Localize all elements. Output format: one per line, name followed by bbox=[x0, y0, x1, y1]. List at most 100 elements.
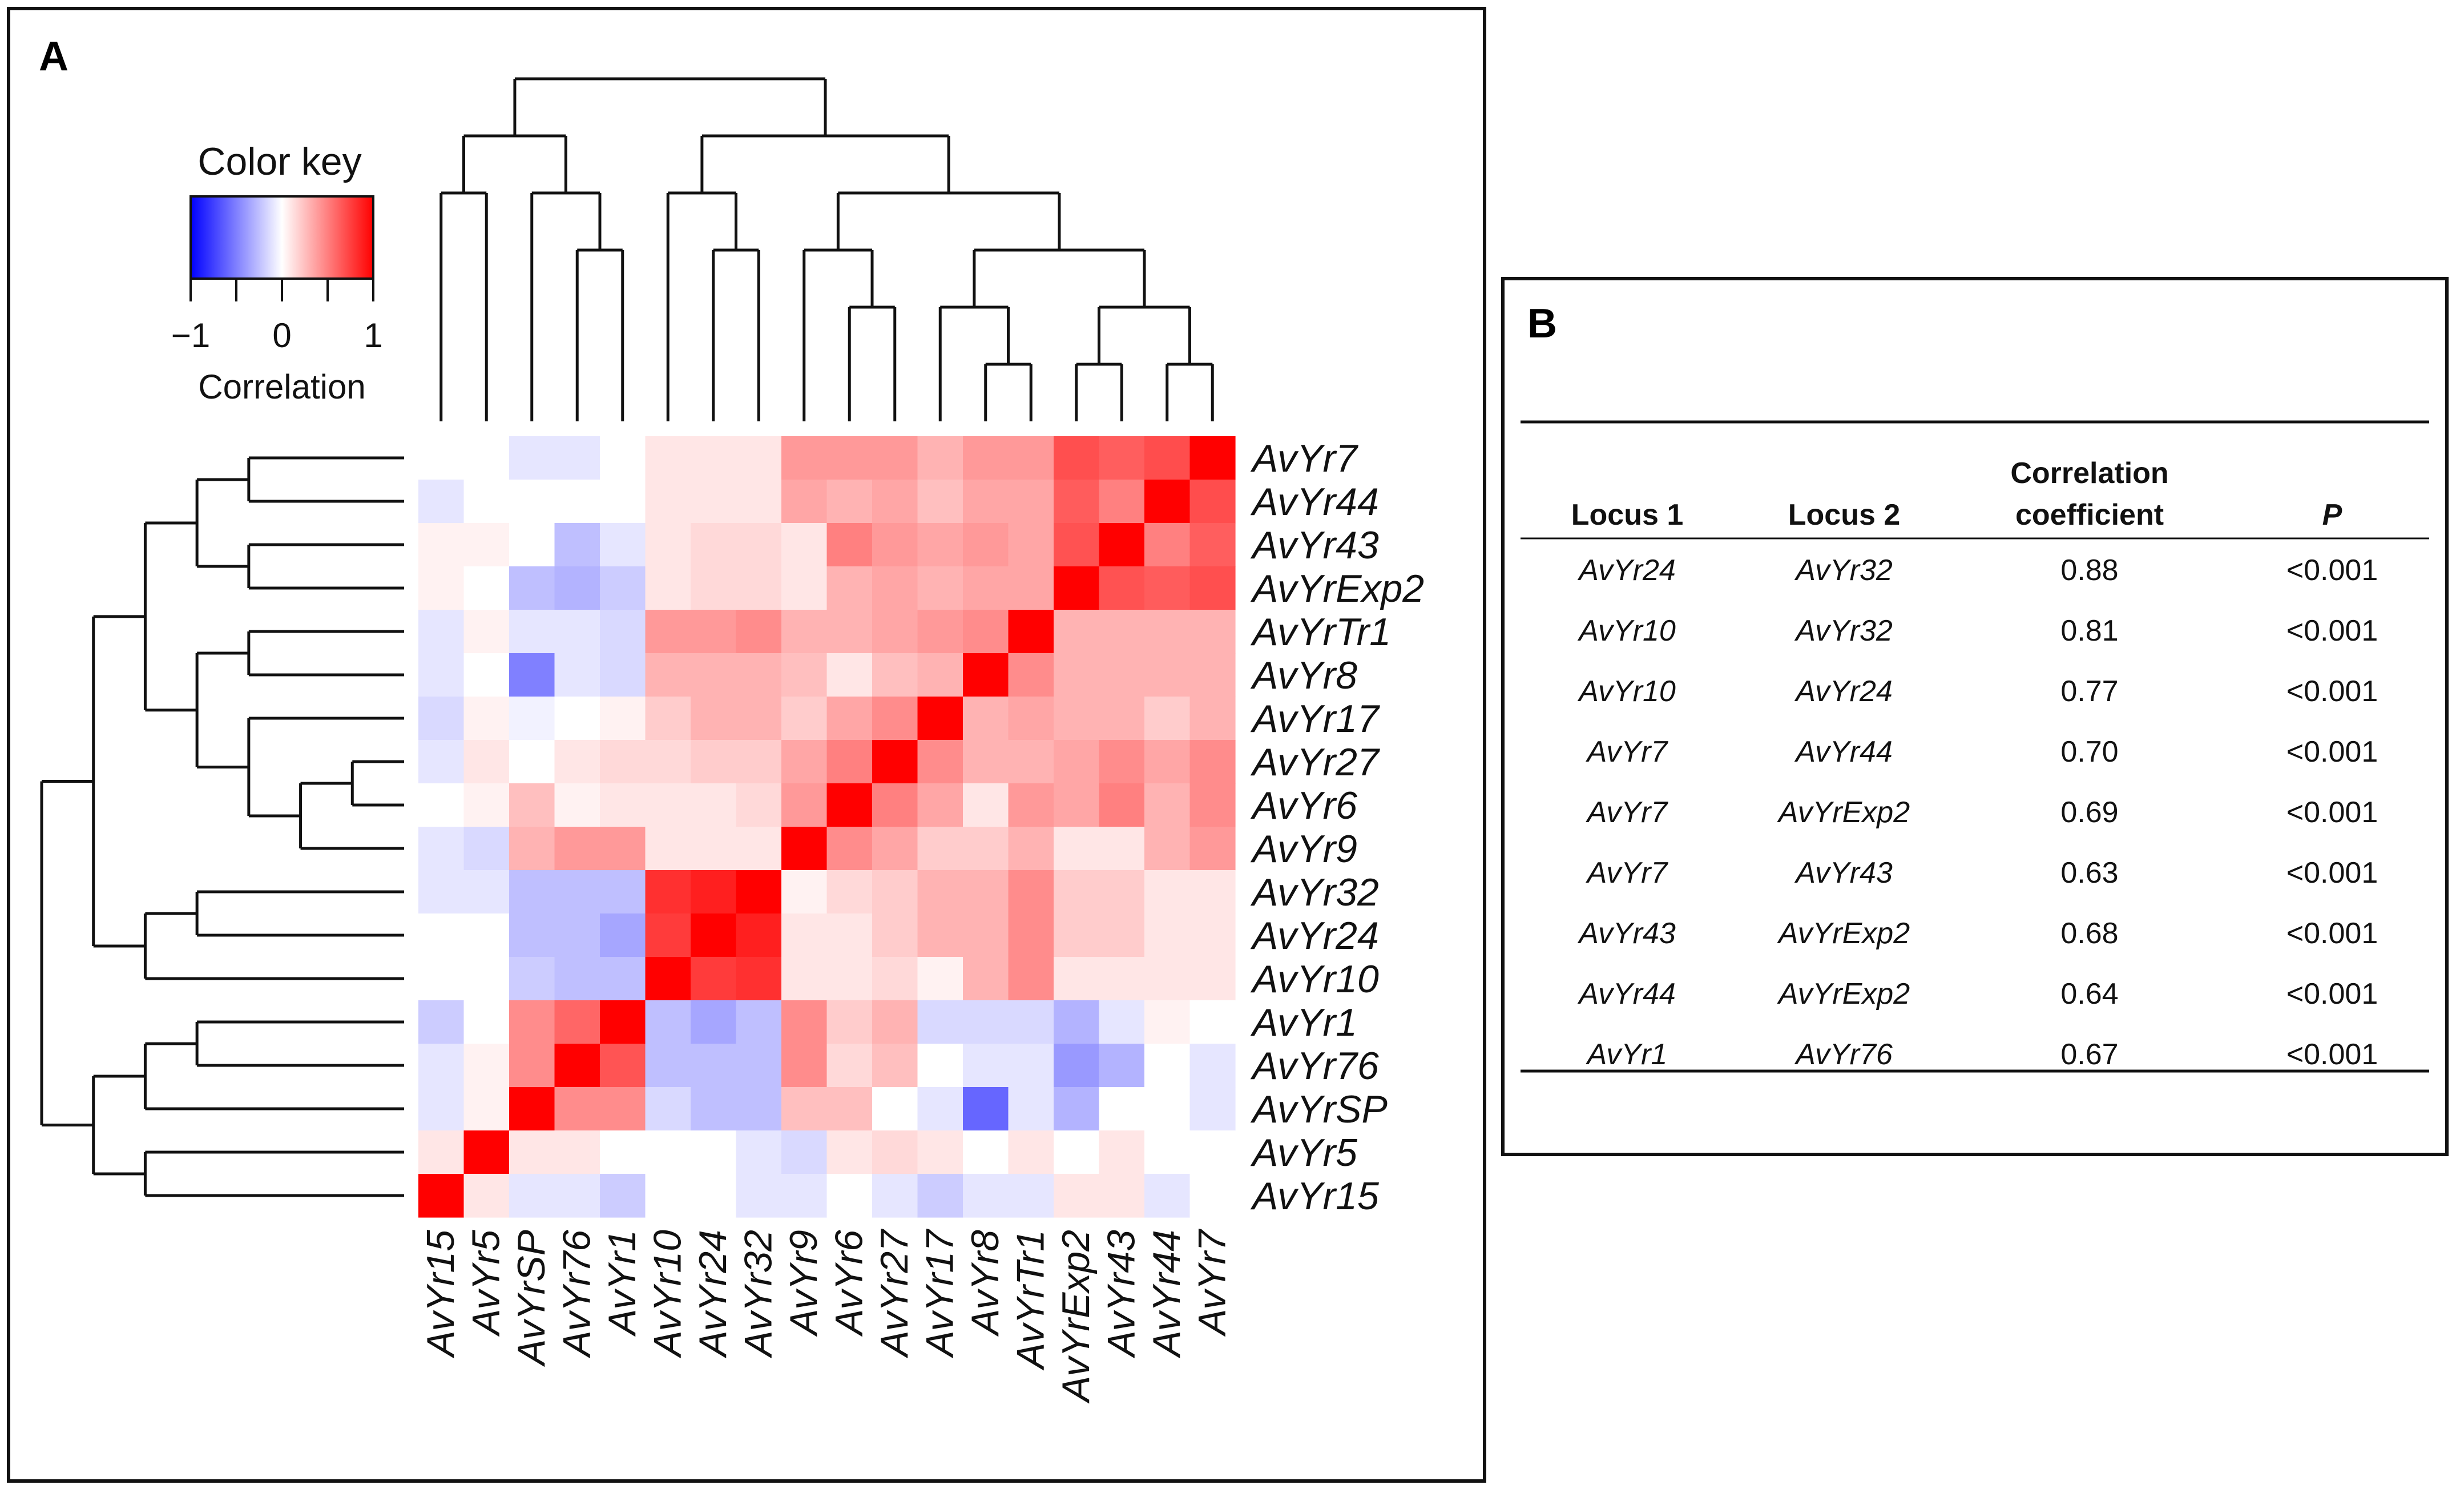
table-row: AvYr7 AvYrExp2 0.69 <0.001 bbox=[1586, 796, 2378, 829]
column-labels: AvYr15 AvYr5 AvYrSP AvYr76 AvYr1 AvYr10 AvYr24… bbox=[419, 1229, 1234, 1404]
column-label: AvYr32 bbox=[736, 1230, 780, 1359]
heatmap-cell-AvYrSP-AvYrTr1 bbox=[1008, 1087, 1054, 1131]
heatmap-cell-AvYr8-AvYr76 bbox=[554, 653, 600, 697]
heatmap-cell-AvYrSP-AvYr24 bbox=[691, 1087, 737, 1131]
heatmap-cell-AvYr5-AvYr8 bbox=[963, 1130, 1009, 1174]
heatmap-cell-AvYr15-AvYr44 bbox=[1144, 1174, 1191, 1218]
heatmap-cell-AvYr17-AvYr15 bbox=[418, 697, 465, 741]
row-dendrogram bbox=[40, 456, 404, 1197]
column-label: AvYr76 bbox=[555, 1230, 598, 1359]
heatmap-cell-AvYr5-AvYr10 bbox=[645, 1130, 691, 1174]
cell-locus1: AvYr7 bbox=[1586, 796, 1669, 829]
heatmap-cell-AvYrExp2-AvYr43 bbox=[1099, 566, 1145, 610]
heatmap-cell-AvYrSP-AvYr17 bbox=[917, 1087, 963, 1131]
heatmap-cell-AvYr44-AvYr44 bbox=[1144, 480, 1191, 524]
heatmap-cell-AvYr17-AvYr10 bbox=[645, 697, 691, 741]
heatmap-cell-AvYr1-AvYr9 bbox=[781, 1000, 828, 1044]
column-label: AvYr7 bbox=[1190, 1229, 1233, 1337]
heatmap-cell-AvYr5-AvYr5 bbox=[463, 1130, 510, 1174]
heatmap-cell-AvYr8-AvYr43 bbox=[1099, 653, 1145, 697]
heatmap-cell-AvYr1-AvYr6 bbox=[826, 1000, 873, 1044]
heatmap-cell-AvYr10-AvYr10 bbox=[645, 957, 691, 1001]
row-label: AvYr10 bbox=[1250, 957, 1379, 1001]
heatmap-cell-AvYr17-AvYr44 bbox=[1144, 697, 1191, 741]
heatmap-cell-AvYr9-AvYr9 bbox=[781, 827, 828, 871]
heatmap-cell-AvYrExp2-AvYr7 bbox=[1189, 566, 1236, 610]
row-label: AvYr5 bbox=[1250, 1131, 1357, 1174]
cell-coefficient: 0.88 bbox=[2060, 554, 2118, 587]
heatmap-cell-AvYr1-AvYr15 bbox=[418, 1000, 465, 1044]
heatmap-cell-AvYr15-AvYr76 bbox=[554, 1174, 600, 1218]
heatmap-cell-AvYr8-AvYr44 bbox=[1144, 653, 1191, 697]
heatmap-cell-AvYrSP-AvYr43 bbox=[1099, 1087, 1145, 1131]
heatmap-cell-AvYr9-AvYr27 bbox=[872, 827, 918, 871]
heatmap-cell-AvYr32-AvYr6 bbox=[826, 870, 873, 914]
heatmap-cell-AvYr10-AvYr27 bbox=[872, 957, 918, 1001]
heatmap-cell-AvYr8-AvYr8 bbox=[963, 653, 1009, 697]
heatmap-cell-AvYr76-AvYr8 bbox=[963, 1044, 1009, 1088]
heatmap-cell-AvYr5-AvYrTr1 bbox=[1008, 1130, 1054, 1174]
row-label: AvYr6 bbox=[1250, 784, 1357, 827]
cell-p-value: <0.001 bbox=[2286, 917, 2378, 950]
heatmap-cell-AvYrTr1-AvYr6 bbox=[826, 610, 873, 654]
heatmap-cell-AvYr5-AvYr24 bbox=[691, 1130, 737, 1174]
cell-locus1: AvYr10 bbox=[1577, 675, 1676, 708]
cell-coefficient: 0.69 bbox=[2060, 796, 2118, 829]
heatmap-cell-AvYr76-AvYr17 bbox=[917, 1044, 963, 1088]
column-label: AvYr1 bbox=[600, 1230, 644, 1337]
heatmap-cell-AvYrExp2-AvYr44 bbox=[1144, 566, 1191, 610]
cell-coefficient: 0.64 bbox=[2060, 977, 2118, 1011]
heatmap-cell-AvYr76-AvYr27 bbox=[872, 1044, 918, 1088]
heatmap-cell-AvYr24-AvYr1 bbox=[600, 913, 646, 957]
table-row: AvYr1 AvYr76 0.67 <0.001 bbox=[1586, 1038, 2378, 1071]
heatmap-cell-AvYr1-AvYr1 bbox=[600, 1000, 646, 1044]
heatmap-cell-AvYr8-AvYr1 bbox=[600, 653, 646, 697]
heatmap-cell-AvYr43-AvYr8 bbox=[963, 523, 1009, 567]
heatmap-cell-AvYrTr1-AvYr17 bbox=[917, 610, 963, 654]
heatmap-cell-AvYr24-AvYr8 bbox=[963, 913, 1009, 957]
row-label: AvYr44 bbox=[1250, 480, 1379, 524]
heatmap-cell-AvYr5-AvYr76 bbox=[554, 1130, 600, 1174]
heatmap-cell-AvYr1-AvYrTr1 bbox=[1008, 1000, 1054, 1044]
heatmap-cell-AvYrTr1-AvYr7 bbox=[1189, 610, 1236, 654]
column-label: AvYr44 bbox=[1145, 1230, 1188, 1359]
heatmap-cell-AvYr9-AvYr15 bbox=[418, 827, 465, 871]
heatmap-cell-AvYr7-AvYr24 bbox=[691, 436, 737, 480]
heatmap-cell-AvYr1-AvYr10 bbox=[645, 1000, 691, 1044]
panel-a: A Color key −1 0 1 Correlation AvYr7 AvYr… bbox=[7, 7, 1486, 1483]
cell-locus2: AvYrExp2 bbox=[1777, 796, 1910, 829]
heatmap-cell-AvYr32-AvYr27 bbox=[872, 870, 918, 914]
heatmap-cell-AvYr17-AvYr32 bbox=[736, 697, 782, 741]
table-row: AvYr44 AvYrExp2 0.64 <0.001 bbox=[1577, 977, 2378, 1011]
heatmap-figure: A Color key −1 0 1 Correlation AvYr7AvYr… bbox=[39, 34, 1424, 1404]
heatmap-cell-AvYr9-AvYr5 bbox=[463, 827, 510, 871]
cell-locus1: AvYr24 bbox=[1577, 554, 1676, 587]
heatmap-cell-AvYr15-AvYrSP bbox=[509, 1174, 555, 1218]
heatmap-cell-AvYr76-AvYr7 bbox=[1189, 1044, 1236, 1088]
heatmap-cell-AvYr17-AvYr17 bbox=[917, 697, 963, 741]
heatmap-cell-AvYr15-AvYr27 bbox=[872, 1174, 918, 1218]
heatmap-cell-AvYr15-AvYr10 bbox=[645, 1174, 691, 1218]
heatmap-cell-AvYr1-AvYrExp2 bbox=[1054, 1000, 1100, 1044]
cell-locus1: AvYr44 bbox=[1577, 977, 1676, 1011]
heatmap-cells bbox=[418, 436, 1236, 1218]
heatmap-cell-AvYr6-AvYr8 bbox=[963, 783, 1009, 827]
heatmap-cell-AvYrSP-AvYr10 bbox=[645, 1087, 691, 1131]
heatmap-cell-AvYr10-AvYr5 bbox=[463, 957, 510, 1001]
heatmap-cell-AvYrExp2-AvYr6 bbox=[826, 566, 873, 610]
heatmap-cell-AvYr7-AvYrExp2 bbox=[1054, 436, 1100, 480]
heatmap-cell-AvYr17-AvYr76 bbox=[554, 697, 600, 741]
heatmap-cell-AvYr9-AvYr17 bbox=[917, 827, 963, 871]
row-label: AvYr1 bbox=[1250, 1001, 1357, 1044]
heatmap-cell-AvYrSP-AvYr44 bbox=[1144, 1087, 1191, 1131]
heatmap-cell-AvYr27-AvYr44 bbox=[1144, 740, 1191, 784]
heatmap-cell-AvYr1-AvYr8 bbox=[963, 1000, 1009, 1044]
panel-b: B Locus 1 Locus 2 Correlation coefficien… bbox=[1501, 277, 2449, 1156]
heatmap-cell-AvYr9-AvYrSP bbox=[509, 827, 555, 871]
table-row: AvYr10 AvYr32 0.81 <0.001 bbox=[1577, 614, 2378, 647]
heatmap-cell-AvYr10-AvYr24 bbox=[691, 957, 737, 1001]
heatmap-cell-AvYr5-AvYr15 bbox=[418, 1130, 465, 1174]
heatmap-cell-AvYr6-AvYr7 bbox=[1189, 783, 1236, 827]
heatmap-cell-AvYr6-AvYr15 bbox=[418, 783, 465, 827]
heatmap-cell-AvYr27-AvYr10 bbox=[645, 740, 691, 784]
